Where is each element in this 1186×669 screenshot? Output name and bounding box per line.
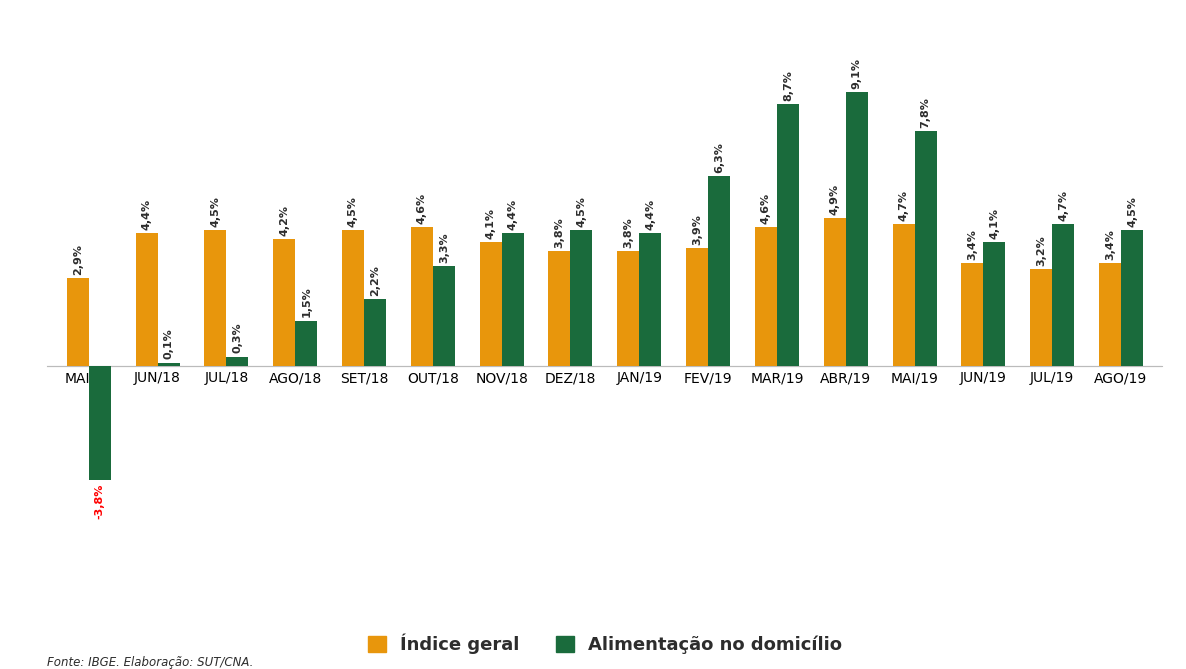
Bar	[570, 230, 593, 365]
Text: -3,8%: -3,8%	[95, 484, 104, 518]
Text: 3,3%: 3,3%	[439, 232, 448, 263]
Text: 0,3%: 0,3%	[232, 322, 242, 353]
Text: 3,4%: 3,4%	[1105, 229, 1115, 260]
Bar	[914, 131, 937, 365]
Text: 3,2%: 3,2%	[1037, 235, 1046, 266]
Bar	[686, 248, 708, 365]
Text: 6,3%: 6,3%	[714, 142, 725, 173]
Text: 4,6%: 4,6%	[416, 193, 427, 223]
Bar	[1052, 224, 1075, 365]
Bar	[410, 227, 433, 365]
Bar	[204, 230, 227, 365]
Text: 2,9%: 2,9%	[72, 244, 83, 275]
Bar	[227, 357, 248, 365]
Bar	[893, 224, 914, 365]
Text: 4,5%: 4,5%	[1127, 196, 1137, 227]
Bar	[364, 300, 385, 365]
Bar	[754, 227, 777, 365]
Text: 4,4%: 4,4%	[508, 199, 517, 229]
Bar	[824, 218, 846, 365]
Text: 4,4%: 4,4%	[645, 199, 656, 229]
Text: 7,8%: 7,8%	[920, 97, 931, 128]
Bar	[342, 230, 364, 365]
Text: 8,7%: 8,7%	[783, 70, 793, 100]
Bar	[295, 320, 317, 365]
Legend: Índice geral, Alimentação no domicílio: Índice geral, Alimentação no domicílio	[358, 625, 852, 664]
Bar	[433, 266, 455, 365]
Bar	[846, 92, 868, 365]
Bar	[548, 252, 570, 365]
Text: 4,2%: 4,2%	[279, 205, 289, 235]
Bar	[158, 363, 179, 365]
Text: 4,1%: 4,1%	[989, 208, 1000, 239]
Bar	[983, 242, 1006, 365]
Text: 3,8%: 3,8%	[624, 217, 633, 248]
Bar	[639, 233, 662, 365]
Text: 3,9%: 3,9%	[693, 214, 702, 245]
Text: 2,2%: 2,2%	[370, 265, 380, 296]
Text: 4,6%: 4,6%	[761, 193, 771, 223]
Bar	[1121, 230, 1143, 365]
Bar	[273, 240, 295, 365]
Bar	[1099, 264, 1121, 365]
Text: 4,7%: 4,7%	[899, 190, 908, 221]
Text: 3,4%: 3,4%	[968, 229, 977, 260]
Text: 4,5%: 4,5%	[347, 196, 358, 227]
Text: 4,5%: 4,5%	[576, 196, 586, 227]
Text: 9,1%: 9,1%	[852, 58, 862, 88]
Text: 0,1%: 0,1%	[164, 328, 173, 359]
Text: 4,9%: 4,9%	[830, 183, 840, 215]
Bar	[502, 233, 524, 365]
Text: 4,5%: 4,5%	[210, 196, 221, 227]
Text: 4,4%: 4,4%	[141, 199, 152, 229]
Text: 1,5%: 1,5%	[301, 286, 311, 317]
Text: 4,7%: 4,7%	[1058, 190, 1069, 221]
Bar	[479, 242, 502, 365]
Text: 4,1%: 4,1%	[485, 208, 496, 239]
Text: 3,8%: 3,8%	[554, 217, 565, 248]
Bar	[66, 278, 89, 365]
Bar	[962, 264, 983, 365]
Bar	[135, 233, 158, 365]
Bar	[617, 252, 639, 365]
Bar	[1031, 270, 1052, 365]
Bar	[89, 365, 110, 480]
Bar	[777, 104, 799, 365]
Text: Fonte: IBGE. Elaboração: SUT/CNA.: Fonte: IBGE. Elaboração: SUT/CNA.	[47, 656, 254, 668]
Bar	[708, 177, 731, 365]
